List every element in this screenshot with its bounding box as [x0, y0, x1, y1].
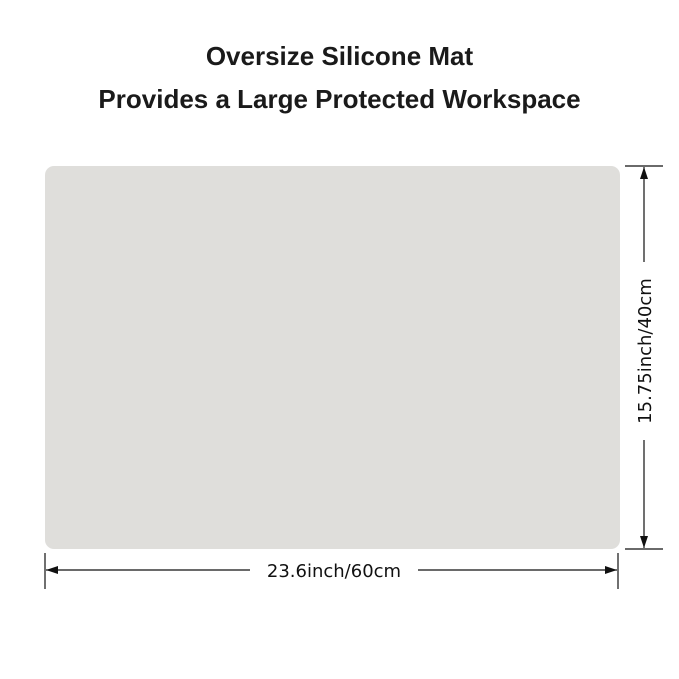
- headline-line-1: Oversize Silicone Mat: [205, 41, 474, 71]
- height-dimension: 15.75inch/40cm: [625, 165, 663, 550]
- headline-line-2: Provides a Large Protected Workspace: [98, 84, 581, 114]
- height-label: 15.75inch/40cm: [635, 278, 656, 424]
- width-label: 23.6inch/60cm: [267, 561, 401, 582]
- width-dimension: 23.6inch/60cm: [44, 553, 619, 589]
- silicone-mat: [45, 166, 620, 549]
